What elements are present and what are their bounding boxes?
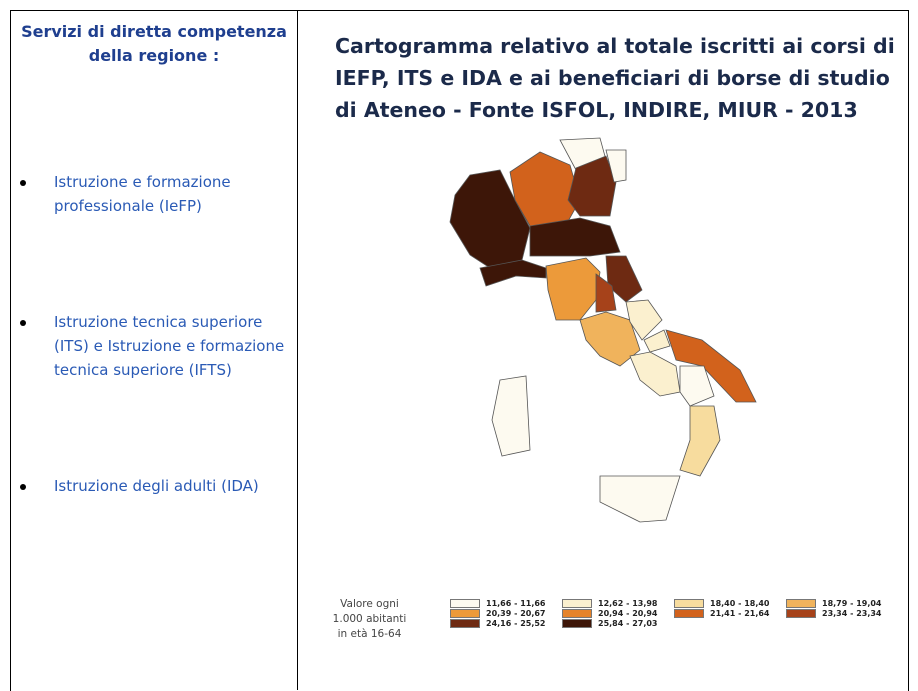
region [679, 405, 721, 477]
legend-item: 25,84 - 27,03 [562, 618, 674, 628]
map-title: Cartogramma relativo al totale iscritti … [335, 34, 895, 122]
legend-item: 18,40 - 18,40 [674, 598, 786, 608]
legend-text: 20,94 - 20,94 [598, 608, 658, 618]
column-divider [297, 10, 298, 690]
legend-swatch [562, 618, 592, 628]
region [509, 151, 581, 227]
legend-swatch [674, 598, 704, 608]
region [529, 217, 621, 257]
legend-label: Valore ogni 1.000 abitanti in età 16-64 [332, 598, 407, 640]
legend: 11,66 - 11,66 12,62 - 13,98 18,40 - 18,40 1… [450, 598, 900, 628]
legend-item: 11,66 - 11,66 [450, 598, 562, 608]
legend-text: 23,34 - 23,34 [822, 608, 882, 618]
region [605, 149, 627, 183]
list-item: Istruzione e formazione professionale (I… [14, 170, 290, 218]
region [479, 259, 547, 287]
legend-text: 12,62 - 13,98 [598, 598, 658, 608]
legend-swatch [674, 608, 704, 618]
left-heading: Servizi di diretta competenza della regi… [21, 22, 287, 65]
legend-text: 20,39 - 20,67 [486, 608, 546, 618]
legend-item: 24,16 - 25,52 [450, 618, 562, 628]
region [599, 475, 681, 523]
legend-text: 18,79 - 19,04 [822, 598, 882, 608]
legend-swatch [786, 598, 816, 608]
legend-item: 23,34 - 23,34 [786, 608, 898, 618]
legend-text: 25,84 - 27,03 [598, 618, 658, 628]
legend-text: 24,16 - 25,52 [486, 618, 546, 628]
legend-swatch [562, 608, 592, 618]
list-item: Istruzione degli adulti (IDA) [14, 474, 290, 498]
list-item: Istruzione tecnica superiore (ITS) e Ist… [14, 310, 290, 382]
table-border [10, 10, 909, 691]
legend-item: 21,41 - 21,64 [674, 608, 786, 618]
region [643, 329, 671, 353]
region [491, 375, 531, 457]
region [665, 329, 757, 403]
legend-swatch [450, 608, 480, 618]
region [629, 351, 681, 397]
legend-swatch [786, 608, 816, 618]
region [625, 299, 663, 341]
region [679, 365, 715, 407]
region [605, 255, 643, 303]
legend-item: 12,62 - 13,98 [562, 598, 674, 608]
region [595, 273, 617, 313]
region [545, 257, 601, 321]
legend-text: 18,40 - 18,40 [710, 598, 770, 608]
legend-item: 20,39 - 20,67 [450, 608, 562, 618]
legend-item: 20,94 - 20,94 [562, 608, 674, 618]
legend-text: 11,66 - 11,66 [486, 598, 546, 608]
legend-text: 21,41 - 21,64 [710, 608, 770, 618]
service-list: Istruzione e formazione professionale (I… [14, 170, 290, 498]
legend-swatch [450, 598, 480, 608]
region [579, 311, 641, 367]
legend-swatch [450, 618, 480, 628]
region [567, 155, 617, 217]
legend-swatch [562, 598, 592, 608]
legend-item: 18,79 - 19,04 [786, 598, 898, 608]
